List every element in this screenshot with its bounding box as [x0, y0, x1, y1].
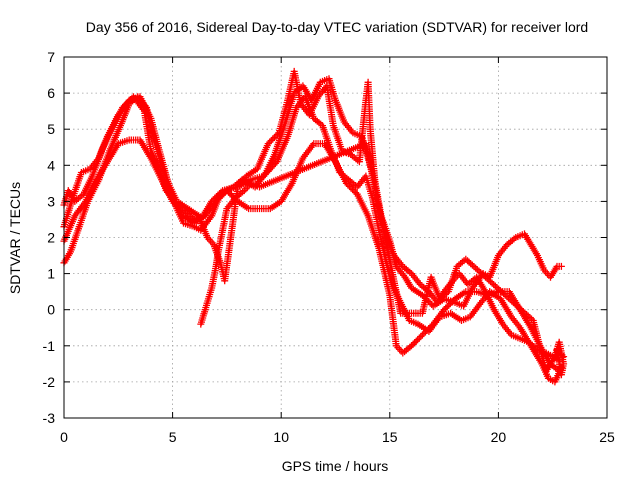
series-track-5 — [197, 140, 568, 379]
y-tick-label: -1 — [43, 338, 56, 354]
x-tick-label: 20 — [491, 429, 507, 445]
x-tick-label: 25 — [599, 429, 615, 445]
y-tick-label: 5 — [47, 121, 55, 137]
axis-ticks: 0 5 10 15 20 25 -3 -2 -1 0 1 2 3 4 5 6 7 — [43, 49, 615, 445]
series-track-4 — [60, 67, 563, 364]
x-tick-label: 0 — [60, 429, 68, 445]
x-tick-label: 10 — [273, 429, 289, 445]
x-axis-label: GPS time / hours — [282, 458, 389, 474]
y-tick-label: -3 — [43, 410, 56, 426]
y-tick-label: 2 — [47, 230, 55, 246]
chart-title: Day 356 of 2016, Sidereal Day-to-day VTE… — [86, 19, 588, 35]
x-tick-label: 5 — [169, 429, 177, 445]
y-axis-label: SDTVAR / TECUs — [7, 182, 23, 294]
y-tick-label: 0 — [47, 302, 55, 318]
x-tick-label: 15 — [382, 429, 398, 445]
data-points — [60, 67, 568, 386]
y-tick-label: 1 — [47, 266, 55, 282]
y-tick-label: 4 — [47, 157, 55, 173]
y-tick-label: 6 — [47, 85, 55, 101]
y-tick-label: 3 — [47, 193, 55, 209]
series-track-1 — [60, 136, 563, 375]
y-tick-label: -2 — [43, 374, 56, 390]
y-tick-label: 7 — [47, 49, 55, 65]
